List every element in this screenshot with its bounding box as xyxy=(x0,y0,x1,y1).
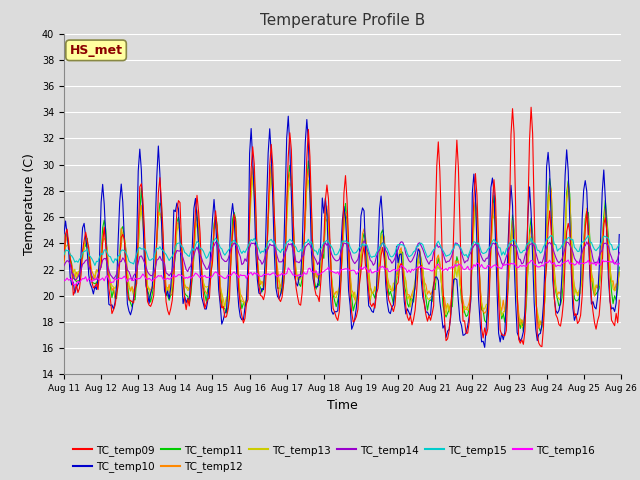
TC_temp10 xyxy=(128,306,136,312)
TC_temp13 xyxy=(518,324,525,330)
TC_temp09 xyxy=(538,344,546,349)
TC_temp13 xyxy=(244,277,252,283)
TC_temp15 xyxy=(246,240,253,245)
TC_temp11 xyxy=(616,264,623,270)
TC_temp15 xyxy=(588,240,595,245)
TC_temp12 xyxy=(616,269,623,275)
TC_temp11 xyxy=(253,257,261,263)
Text: HS_met: HS_met xyxy=(70,44,123,57)
TC_temp11 xyxy=(128,304,136,310)
TC_temp10 xyxy=(305,139,312,144)
TC_temp11 xyxy=(536,328,544,334)
X-axis label: Time: Time xyxy=(327,399,358,412)
Legend: TC_temp09, TC_temp10, TC_temp11, TC_temp12, TC_temp13, TC_temp14, TC_temp15, TC_: TC_temp09, TC_temp10, TC_temp11, TC_temp… xyxy=(69,441,598,476)
TC_temp11 xyxy=(303,179,310,185)
TC_temp15 xyxy=(255,246,263,252)
Line: TC_temp09: TC_temp09 xyxy=(64,107,620,347)
TC_temp09 xyxy=(60,257,68,263)
Y-axis label: Temperature (C): Temperature (C) xyxy=(23,153,36,255)
TC_temp10 xyxy=(60,231,68,237)
TC_temp14 xyxy=(255,257,263,263)
TC_temp14 xyxy=(246,245,253,251)
TC_temp12 xyxy=(249,163,257,169)
TC_temp10 xyxy=(481,345,488,350)
TC_temp16 xyxy=(227,273,235,278)
TC_temp13 xyxy=(305,177,312,183)
TC_temp09 xyxy=(244,297,252,302)
TC_temp16 xyxy=(71,282,79,288)
TC_temp11 xyxy=(60,251,68,256)
TC_temp09 xyxy=(253,259,261,264)
Line: TC_temp15: TC_temp15 xyxy=(64,236,620,265)
TC_temp12 xyxy=(226,280,234,286)
TC_temp16 xyxy=(255,273,263,278)
TC_temp11 xyxy=(226,277,234,283)
TC_temp09 xyxy=(226,296,234,301)
Line: TC_temp14: TC_temp14 xyxy=(64,241,620,281)
TC_temp13 xyxy=(128,287,136,292)
TC_temp14 xyxy=(60,263,68,268)
TC_temp14 xyxy=(588,248,595,254)
TC_temp10 xyxy=(588,301,595,307)
TC_temp15 xyxy=(130,261,138,267)
TC_temp09 xyxy=(128,299,136,305)
TC_temp13 xyxy=(588,279,595,285)
TC_temp13 xyxy=(616,271,623,276)
TC_temp09 xyxy=(588,294,595,300)
TC_temp12 xyxy=(255,271,263,277)
TC_temp14 xyxy=(305,240,312,246)
TC_temp11 xyxy=(244,283,252,289)
TC_temp10 xyxy=(253,276,261,282)
Title: Temperature Profile B: Temperature Profile B xyxy=(260,13,425,28)
TC_temp09 xyxy=(616,297,623,303)
Line: TC_temp12: TC_temp12 xyxy=(64,166,620,328)
TC_temp13 xyxy=(249,173,257,179)
Line: TC_temp13: TC_temp13 xyxy=(64,176,620,327)
TC_temp14 xyxy=(130,273,138,278)
TC_temp15 xyxy=(60,252,68,258)
TC_temp11 xyxy=(305,158,312,164)
TC_temp12 xyxy=(128,284,136,289)
TC_temp10 xyxy=(244,257,252,263)
TC_temp14 xyxy=(616,250,623,255)
TC_temp16 xyxy=(130,278,138,284)
TC_temp10 xyxy=(226,250,234,256)
TC_temp13 xyxy=(255,276,263,282)
TC_temp13 xyxy=(60,261,68,267)
TC_temp14 xyxy=(360,238,368,244)
TC_temp16 xyxy=(586,262,594,267)
TC_temp12 xyxy=(244,284,252,289)
Line: TC_temp16: TC_temp16 xyxy=(64,260,620,285)
TC_temp16 xyxy=(246,270,253,276)
TC_temp16 xyxy=(598,257,606,263)
TC_temp15 xyxy=(227,240,235,246)
TC_temp10 xyxy=(616,232,623,238)
TC_temp16 xyxy=(305,266,312,272)
TC_temp13 xyxy=(226,280,234,286)
Line: TC_temp11: TC_temp11 xyxy=(64,161,620,331)
TC_temp15 xyxy=(616,241,623,247)
TC_temp09 xyxy=(303,155,310,161)
TC_temp14 xyxy=(128,278,136,284)
TC_temp11 xyxy=(588,272,595,277)
TC_temp15 xyxy=(305,237,312,242)
TC_temp12 xyxy=(535,325,543,331)
TC_temp09 xyxy=(527,104,535,110)
TC_temp12 xyxy=(305,167,312,172)
TC_temp15 xyxy=(584,233,592,239)
TC_temp16 xyxy=(60,278,68,284)
TC_temp10 xyxy=(284,113,292,119)
TC_temp16 xyxy=(616,261,623,266)
TC_temp14 xyxy=(227,245,235,251)
TC_temp12 xyxy=(588,268,595,274)
TC_temp15 xyxy=(91,263,99,268)
TC_temp12 xyxy=(60,251,68,256)
Line: TC_temp10: TC_temp10 xyxy=(64,116,620,348)
